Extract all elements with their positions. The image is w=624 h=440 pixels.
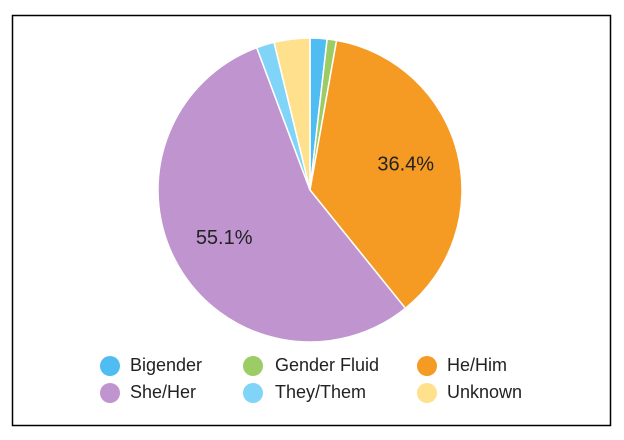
legend-swatch xyxy=(417,383,437,403)
pie-slice xyxy=(273,37,311,191)
legend-label: He/Him xyxy=(447,355,507,375)
legend-swatch xyxy=(100,356,120,376)
legend-swatch xyxy=(100,383,120,403)
pie-slice xyxy=(157,46,407,343)
legend-label: They/Them xyxy=(275,382,366,402)
legend-label: She/Her xyxy=(130,382,196,402)
pie-slice xyxy=(309,39,463,310)
legend-label: Bigender xyxy=(130,355,202,375)
legend-label: Unknown xyxy=(447,382,522,402)
data-label: 36.4% xyxy=(377,154,434,176)
legend-swatch xyxy=(243,356,263,376)
data-label: 55.1% xyxy=(196,227,253,249)
legend-label: Gender Fluid xyxy=(275,355,379,375)
legend-swatch xyxy=(417,356,437,376)
legend-swatch xyxy=(243,383,263,403)
